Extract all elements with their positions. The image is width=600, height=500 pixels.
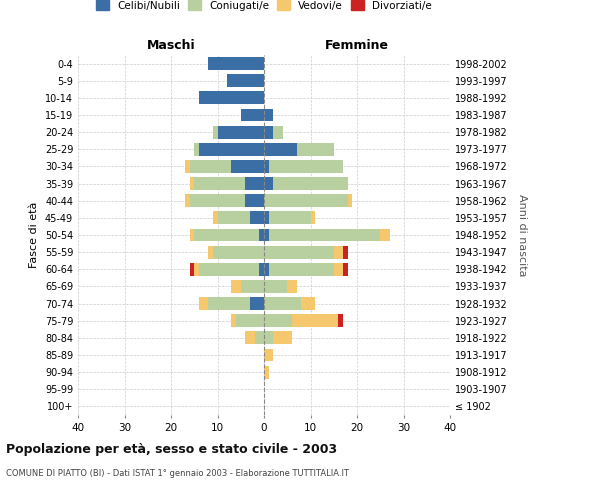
Text: Femmine: Femmine xyxy=(325,38,389,52)
Bar xyxy=(259,228,264,241)
Bar xyxy=(190,177,194,190)
Bar xyxy=(264,126,274,138)
Bar xyxy=(264,212,269,224)
Bar xyxy=(301,297,315,310)
Bar xyxy=(194,177,245,190)
Bar xyxy=(292,314,338,327)
Bar xyxy=(208,57,264,70)
Bar xyxy=(264,143,296,156)
Bar xyxy=(264,314,292,327)
Bar xyxy=(311,212,315,224)
Bar xyxy=(213,212,218,224)
Bar xyxy=(199,263,259,276)
Bar xyxy=(227,74,264,87)
Bar xyxy=(213,246,264,258)
Bar xyxy=(264,348,274,362)
Bar xyxy=(264,246,334,258)
Bar xyxy=(287,280,296,293)
Bar xyxy=(245,177,264,190)
Bar xyxy=(264,297,301,310)
Bar xyxy=(334,263,343,276)
Text: COMUNE DI PIATTO (BI) - Dati ISTAT 1° gennaio 2003 - Elaborazione TUTTITALIA.IT: COMUNE DI PIATTO (BI) - Dati ISTAT 1° ge… xyxy=(6,469,349,478)
Bar xyxy=(380,228,389,241)
Text: Popolazione per età, sesso e stato civile - 2003: Popolazione per età, sesso e stato civil… xyxy=(6,442,337,456)
Bar xyxy=(218,212,250,224)
Bar xyxy=(199,143,264,156)
Bar xyxy=(218,126,264,138)
Bar xyxy=(296,143,334,156)
Bar xyxy=(250,212,264,224)
Bar xyxy=(264,332,274,344)
Bar xyxy=(274,126,283,138)
Bar xyxy=(254,332,264,344)
Bar xyxy=(190,194,245,207)
Bar xyxy=(259,263,264,276)
Bar xyxy=(232,314,236,327)
Bar xyxy=(185,194,190,207)
Bar xyxy=(232,160,264,173)
Y-axis label: Fasce di età: Fasce di età xyxy=(29,202,39,268)
Bar xyxy=(190,228,194,241)
Bar xyxy=(264,263,269,276)
Bar xyxy=(236,314,264,327)
Bar xyxy=(194,143,199,156)
Bar xyxy=(264,366,269,378)
Bar xyxy=(269,263,334,276)
Bar xyxy=(269,212,311,224)
Bar xyxy=(194,228,259,241)
Bar xyxy=(199,92,264,104)
Bar xyxy=(190,160,232,173)
Bar xyxy=(348,194,352,207)
Bar xyxy=(338,314,343,327)
Bar xyxy=(269,228,380,241)
Bar xyxy=(264,177,274,190)
Bar xyxy=(334,246,343,258)
Bar xyxy=(264,280,287,293)
Bar xyxy=(274,177,348,190)
Bar xyxy=(194,263,199,276)
Bar xyxy=(199,297,208,310)
Legend: Celibi/Nubili, Coniugati/e, Vedovi/e, Divorziati/e: Celibi/Nubili, Coniugati/e, Vedovi/e, Di… xyxy=(93,0,435,14)
Bar xyxy=(190,263,194,276)
Bar xyxy=(245,332,254,344)
Bar xyxy=(343,263,348,276)
Text: Maschi: Maschi xyxy=(146,38,196,52)
Bar xyxy=(343,246,348,258)
Y-axis label: Anni di nascita: Anni di nascita xyxy=(517,194,527,276)
Bar xyxy=(264,108,274,122)
Bar xyxy=(232,280,241,293)
Bar xyxy=(245,194,264,207)
Bar xyxy=(208,246,213,258)
Bar xyxy=(264,160,269,173)
Bar xyxy=(274,332,292,344)
Bar xyxy=(185,160,190,173)
Bar xyxy=(241,280,264,293)
Bar xyxy=(269,160,343,173)
Bar xyxy=(264,194,348,207)
Bar xyxy=(250,297,264,310)
Bar xyxy=(241,108,264,122)
Bar xyxy=(213,126,218,138)
Bar xyxy=(208,297,250,310)
Bar xyxy=(264,228,269,241)
